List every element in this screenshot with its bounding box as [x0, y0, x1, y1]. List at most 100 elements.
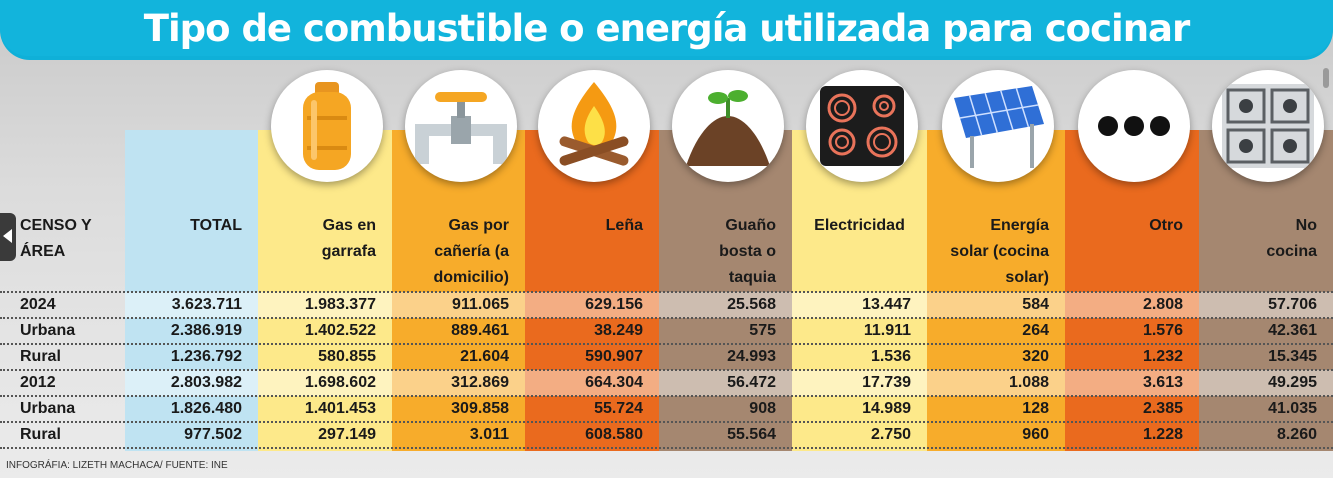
table-cell-solar: 584 — [1022, 296, 1049, 313]
table-cell-electricidad: 13.447 — [862, 296, 911, 313]
table-cell-lena: 664.304 — [585, 374, 643, 391]
column-bg-caneria — [392, 130, 525, 451]
column-header-line: cañería (a — [434, 243, 509, 260]
table-cell-garrafa: 1.698.602 — [304, 374, 376, 391]
table-cell-lena: 55.724 — [594, 400, 643, 417]
table-cell-lena: 629.156 — [585, 296, 643, 313]
table-cell-total: 2.386.919 — [170, 322, 242, 339]
gas-pipe-icon — [404, 70, 517, 182]
table-cell-nococina: 49.295 — [1268, 374, 1317, 391]
table-cell-guano: 56.472 — [727, 374, 776, 391]
column-header-line: Guaño — [725, 217, 776, 234]
table-cell-electricidad: 11.911 — [863, 322, 911, 339]
year-row-tint — [125, 292, 258, 318]
table-cell-nococina: 8.260 — [1276, 426, 1317, 443]
row-separator — [0, 421, 1333, 423]
table-cell-total: 3.623.711 — [171, 296, 242, 313]
year-row-tint — [392, 370, 525, 396]
table-cell-electricidad: 1.536 — [870, 348, 911, 365]
column-header-otro: Otro — [1065, 213, 1183, 239]
year-row-tint — [525, 370, 659, 396]
footer-credit: INFOGRÁFIA: LIZETH MACHACA/ FUENTE: INE — [6, 460, 228, 471]
column-header-line: Otro — [1149, 217, 1183, 234]
table-cell-otro: 2.808 — [1142, 296, 1183, 313]
column-header-line: Gas por — [448, 217, 509, 234]
column-header-caneria: Gas por cañería (a domicilio) — [392, 213, 509, 291]
column-header-line: TOTAL — [190, 217, 242, 234]
scrollbar-thumb[interactable] — [1323, 68, 1329, 88]
table-cell-electricidad: 17.739 — [862, 374, 911, 391]
table-cell-garrafa: 297.149 — [318, 426, 376, 443]
column-header-line: Gas en — [322, 217, 376, 234]
table-cell-solar: 1.088 — [1008, 374, 1049, 391]
table-cell-garrafa: 580.855 — [318, 348, 376, 365]
column-header-guano: Guaño bosta o taquia — [659, 213, 776, 291]
table-cell-lena: 590.907 — [585, 348, 643, 365]
column-bg-total — [125, 130, 258, 451]
electric-stove-icon — [805, 70, 918, 182]
column-header-line: Leña — [605, 217, 643, 234]
gas-stove-icon — [1212, 70, 1324, 182]
table-cell-total: 1.236.792 — [170, 348, 242, 365]
table-cell-electricidad: 2.750 — [870, 426, 911, 443]
column-header-line: bosta o — [719, 243, 776, 260]
table-cell-solar: 128 — [1022, 400, 1049, 417]
row-label: Urbana — [20, 322, 76, 339]
column-bg-nococina — [1199, 130, 1333, 451]
column-header-line: domicilio) — [433, 269, 509, 286]
year-row-tint — [659, 292, 792, 318]
table-cell-guano: 908 — [749, 400, 776, 417]
table-cell-total: 2.803.982 — [170, 374, 242, 391]
table-cell-total: 1.826.480 — [170, 400, 242, 417]
column-header-line: solar (cocina — [950, 243, 1049, 260]
table-cell-otro: 2.385 — [1142, 400, 1183, 417]
table-cell-otro: 3.613 — [1142, 374, 1183, 391]
table-cell-guano: 24.993 — [727, 348, 776, 365]
table-cell-caneria: 309.858 — [451, 400, 509, 417]
table-cell-lena: 38.249 — [594, 322, 643, 339]
table-cell-nococina: 42.361 — [1268, 322, 1317, 339]
table-cell-nococina: 41.035 — [1268, 400, 1317, 417]
column-bg-solar — [927, 130, 1065, 451]
column-header-total: TOTAL — [125, 213, 242, 239]
column-header-solar: Energía solar (cocina solar) — [927, 213, 1049, 291]
scroll-left-arrow-icon[interactable] — [0, 213, 16, 261]
year-row-tint — [792, 292, 927, 318]
row-separator — [0, 317, 1333, 319]
column-header-electricidad: Electricidad — [792, 213, 927, 239]
ellipsis-icon — [1078, 70, 1190, 182]
page-title: Tipo de combustible o energía utilizada … — [143, 7, 1191, 50]
year-row-tint — [927, 292, 1065, 318]
row-separator — [0, 343, 1333, 345]
column-bg-lena — [525, 130, 659, 451]
column-bg-garrafa — [258, 130, 392, 451]
table-cell-nococina: 57.706 — [1268, 296, 1317, 313]
table-cell-otro: 1.228 — [1142, 426, 1183, 443]
table-cell-solar: 960 — [1022, 426, 1049, 443]
row-label: 2012 — [20, 374, 56, 391]
solar-panel-icon — [942, 70, 1054, 182]
table-cell-otro: 1.232 — [1142, 348, 1183, 365]
column-header-line: No — [1295, 217, 1317, 234]
table-cell-guano: 25.568 — [727, 296, 776, 313]
column-header-area: CENSO Y ÁREA — [20, 213, 125, 265]
row-separator — [0, 291, 1333, 293]
year-row-tint — [258, 292, 392, 318]
table-cell-guano: 575 — [749, 322, 776, 339]
table-cell-total: 977.502 — [184, 426, 242, 443]
column-header-lena: Leña — [525, 213, 643, 239]
table-cell-caneria: 889.461 — [451, 322, 509, 339]
table-cell-electricidad: 14.989 — [862, 400, 911, 417]
column-header-garrafa: Gas en garrafa — [258, 213, 376, 265]
table-cell-solar: 320 — [1022, 348, 1049, 365]
year-row-tint — [392, 292, 525, 318]
table-cell-garrafa: 1.983.377 — [304, 296, 376, 313]
year-row-tint — [1065, 292, 1199, 318]
column-bg-guano — [659, 130, 792, 451]
row-label: Urbana — [20, 400, 76, 417]
row-separator — [0, 369, 1333, 371]
year-row-tint — [525, 292, 659, 318]
column-header-line: Energía — [990, 217, 1049, 234]
gas-cylinder-icon — [271, 70, 383, 182]
table-cell-garrafa: 1.401.453 — [304, 400, 376, 417]
